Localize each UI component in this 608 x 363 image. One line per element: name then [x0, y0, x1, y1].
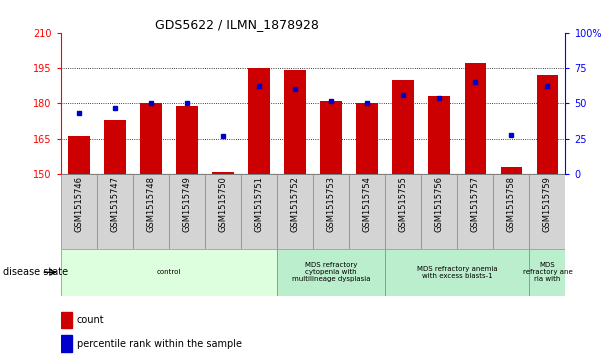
Text: GSM1515753: GSM1515753	[326, 176, 336, 232]
Bar	[356, 103, 378, 174]
Text: GSM1515754: GSM1515754	[363, 176, 371, 232]
Text: GSM1515752: GSM1515752	[291, 176, 300, 232]
Bar	[537, 75, 558, 174]
Text: GSM1515758: GSM1515758	[507, 176, 516, 232]
Text: GSM1515757: GSM1515757	[471, 176, 480, 232]
FancyBboxPatch shape	[385, 249, 530, 296]
FancyBboxPatch shape	[313, 174, 349, 249]
FancyBboxPatch shape	[277, 174, 313, 249]
Text: GSM1515759: GSM1515759	[543, 176, 552, 232]
Bar	[248, 68, 270, 174]
FancyBboxPatch shape	[530, 174, 565, 249]
Text: percentile rank within the sample: percentile rank within the sample	[77, 339, 242, 349]
FancyBboxPatch shape	[530, 249, 565, 296]
Text: count: count	[77, 315, 105, 325]
Text: MDS
refractory ane
ria with: MDS refractory ane ria with	[522, 262, 572, 282]
Bar	[140, 103, 162, 174]
Bar	[500, 167, 522, 174]
Text: GSM1515751: GSM1515751	[255, 176, 263, 232]
Bar	[429, 97, 450, 174]
FancyBboxPatch shape	[241, 174, 277, 249]
Text: GSM1515749: GSM1515749	[182, 176, 192, 232]
FancyBboxPatch shape	[385, 174, 421, 249]
Bar	[68, 136, 89, 174]
FancyBboxPatch shape	[457, 174, 493, 249]
Bar	[212, 172, 234, 174]
Text: GDS5622 / ILMN_1878928: GDS5622 / ILMN_1878928	[156, 18, 319, 31]
Bar	[392, 80, 414, 174]
Text: disease state: disease state	[3, 267, 68, 277]
Bar	[61, 312, 72, 329]
FancyBboxPatch shape	[421, 174, 457, 249]
FancyBboxPatch shape	[277, 249, 385, 296]
Text: GSM1515755: GSM1515755	[399, 176, 408, 232]
FancyBboxPatch shape	[133, 174, 169, 249]
Bar	[285, 70, 306, 174]
Bar	[176, 106, 198, 174]
FancyBboxPatch shape	[97, 174, 133, 249]
Bar	[61, 335, 72, 352]
Text: GSM1515750: GSM1515750	[218, 176, 227, 232]
Text: control: control	[157, 269, 181, 275]
FancyBboxPatch shape	[61, 249, 277, 296]
FancyBboxPatch shape	[349, 174, 385, 249]
Bar	[104, 120, 126, 174]
Text: MDS refractory
cytopenia with
multilineage dysplasia: MDS refractory cytopenia with multilinea…	[292, 262, 370, 282]
Text: GSM1515746: GSM1515746	[74, 176, 83, 232]
FancyBboxPatch shape	[169, 174, 205, 249]
Text: GSM1515756: GSM1515756	[435, 176, 444, 232]
Bar	[465, 63, 486, 174]
Bar	[320, 101, 342, 174]
FancyBboxPatch shape	[205, 174, 241, 249]
Text: MDS refractory anemia
with excess blasts-1: MDS refractory anemia with excess blasts…	[417, 266, 497, 279]
Text: GSM1515748: GSM1515748	[147, 176, 156, 232]
FancyBboxPatch shape	[493, 174, 530, 249]
Text: GSM1515747: GSM1515747	[111, 176, 119, 232]
FancyBboxPatch shape	[61, 174, 97, 249]
